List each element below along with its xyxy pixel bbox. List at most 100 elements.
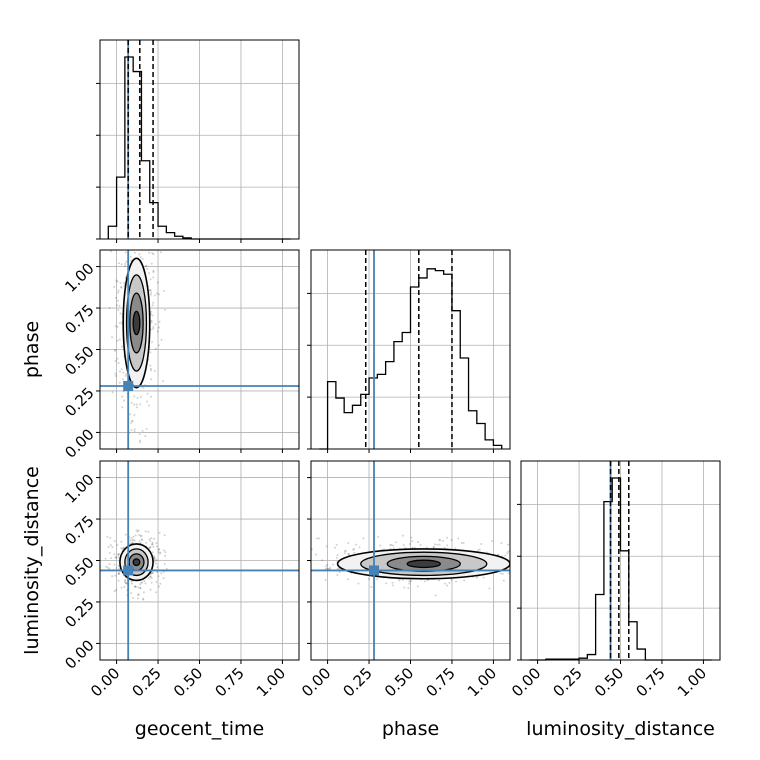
sample-point — [104, 557, 107, 560]
truth-marker — [123, 565, 134, 576]
sample-point — [549, 564, 551, 566]
sample-point — [133, 585, 136, 588]
sample-point — [151, 314, 154, 317]
x-tick-label: 0.75 — [422, 664, 458, 700]
sample-point — [152, 325, 155, 328]
sample-point — [136, 530, 139, 533]
sample-point — [149, 588, 152, 591]
sample-point — [308, 564, 310, 566]
sample-point — [120, 547, 123, 550]
y-tick-label: 0.00 — [61, 636, 97, 672]
sample-point — [327, 568, 330, 571]
sample-point — [108, 306, 111, 309]
sample-point — [136, 396, 139, 399]
sample-point — [146, 392, 149, 395]
sample-point — [152, 252, 155, 255]
sample-point — [133, 395, 136, 398]
sample-point — [113, 348, 116, 351]
sample-point — [379, 544, 382, 547]
sample-point — [157, 293, 160, 296]
sample-point — [574, 574, 576, 576]
sample-point — [324, 567, 327, 570]
sample-point — [110, 557, 113, 560]
sample-point — [482, 576, 485, 579]
sample-point — [119, 281, 122, 284]
y-tick-label: 1.00 — [61, 471, 97, 507]
sample-point — [555, 536, 557, 538]
sample-point — [302, 556, 304, 558]
sample-point — [111, 391, 114, 394]
sample-point — [308, 540, 310, 542]
density-group — [302, 461, 576, 660]
x-axis-label-phase: phase — [382, 718, 439, 740]
sample-point — [162, 380, 165, 383]
sample-point — [513, 561, 515, 563]
sample-point — [394, 541, 397, 544]
density-group — [100, 461, 299, 660]
sample-point — [117, 289, 120, 292]
sample-point — [117, 554, 120, 557]
sample-point — [144, 582, 147, 585]
sample-point — [303, 557, 305, 559]
y-tick-label: 0.75 — [61, 512, 97, 548]
truth-marker — [369, 565, 380, 576]
sample-point — [134, 534, 137, 537]
sample-point — [480, 542, 483, 545]
sample-point — [142, 597, 145, 600]
sample-point — [152, 276, 155, 279]
sample-point — [460, 541, 463, 544]
sample-point — [153, 537, 156, 540]
sample-point — [118, 321, 121, 324]
sample-point — [114, 574, 117, 577]
sample-point — [316, 537, 319, 540]
sample-point — [157, 548, 160, 551]
sample-point — [129, 539, 132, 542]
histogram-phase — [319, 268, 503, 450]
sample-point — [514, 541, 516, 543]
sample-point — [139, 542, 142, 545]
sample-point — [122, 371, 125, 374]
sample-point — [523, 547, 525, 549]
sample-point — [141, 218, 143, 220]
sample-point — [153, 294, 156, 297]
sample-point — [153, 369, 156, 372]
sample-point — [164, 308, 167, 311]
sample-point — [111, 575, 114, 578]
sample-point — [109, 250, 112, 253]
sample-point — [159, 251, 162, 254]
sample-point — [321, 559, 324, 562]
sample-point — [123, 581, 126, 584]
sample-point — [131, 226, 133, 228]
x-tick-label: 0.50 — [170, 664, 206, 700]
sample-point — [344, 549, 347, 552]
sample-point — [115, 556, 118, 559]
sample-point — [149, 364, 152, 367]
sample-point — [129, 256, 132, 259]
sample-point — [156, 281, 159, 284]
sample-point — [140, 581, 143, 584]
sample-point — [549, 551, 551, 553]
sample-point — [148, 546, 151, 549]
sample-point — [325, 545, 328, 548]
sample-point — [443, 546, 446, 549]
sample-point — [125, 215, 127, 217]
sample-point — [138, 439, 141, 442]
sample-point — [158, 548, 161, 551]
sample-point — [150, 340, 153, 343]
sample-point — [148, 546, 151, 549]
sample-point — [540, 549, 542, 551]
sample-point — [122, 399, 125, 402]
sample-point — [156, 330, 159, 333]
sample-point — [514, 556, 516, 558]
sample-point — [139, 587, 142, 590]
sample-point — [158, 326, 161, 329]
sample-point — [131, 541, 134, 544]
sample-point — [117, 361, 120, 364]
sample-point — [147, 576, 150, 579]
sample-point — [137, 586, 140, 589]
sample-point — [433, 546, 436, 549]
x-tick-label: 1.00 — [253, 664, 289, 700]
sample-point — [149, 575, 152, 578]
sample-point — [358, 546, 361, 549]
sample-point — [401, 534, 404, 537]
